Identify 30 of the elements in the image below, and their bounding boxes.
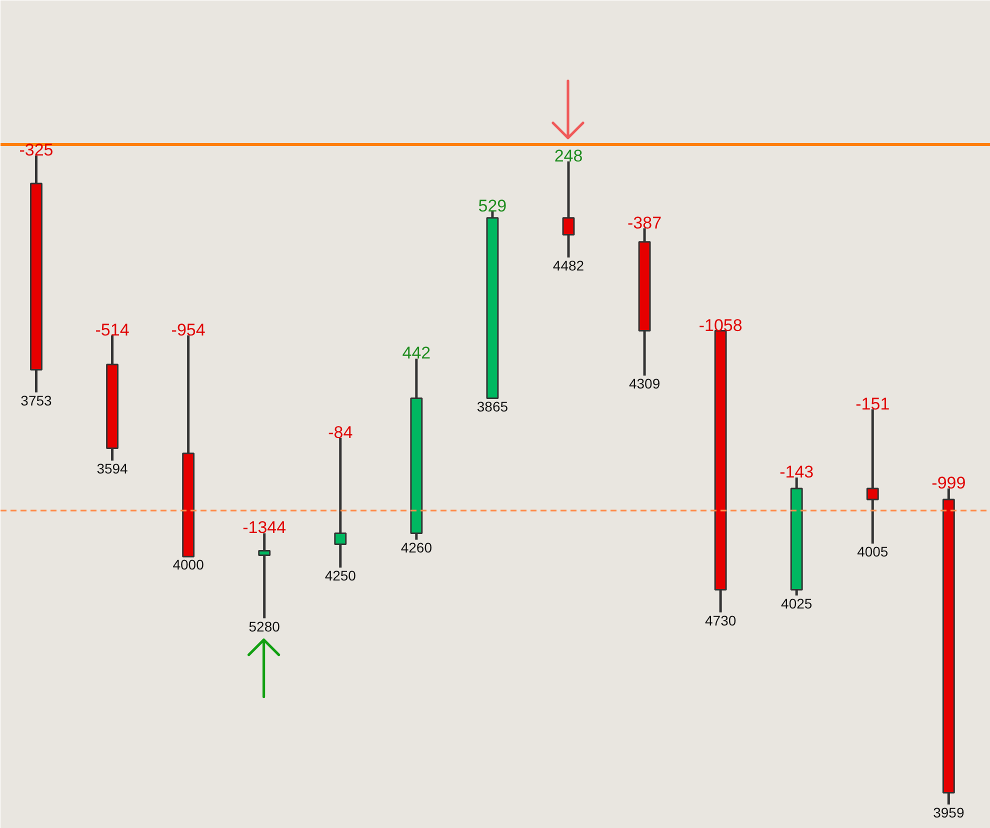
annotation: 4482 (552, 257, 584, 274)
annotation: -84 (328, 422, 353, 442)
candlestick (562, 160, 575, 259)
candlestick (334, 436, 347, 569)
annotation: 4005 (857, 544, 888, 560)
annotation: 4250 (324, 568, 356, 584)
annotation: 529 (478, 196, 507, 216)
annotation: 5280 (248, 618, 280, 634)
annotation: 4025 (781, 596, 812, 612)
annotation: -151 (856, 394, 890, 414)
annotation: 3753 (20, 392, 52, 408)
annotation: -325 (19, 140, 54, 160)
annotation: -999 (932, 473, 966, 492)
annotation: -954 (171, 320, 206, 340)
annotation: 3865 (476, 398, 508, 414)
annotation: 4730 (704, 612, 736, 628)
candlestick (866, 408, 879, 545)
annotation: 248 (554, 146, 583, 166)
annotation: 4000 (172, 556, 204, 573)
annotation: -1058 (698, 316, 742, 335)
annotation: 4260 (400, 540, 432, 556)
annotation: -514 (95, 320, 130, 340)
annotation: -143 (780, 462, 814, 482)
candlestick (258, 532, 271, 620)
annotation: -1344 (242, 518, 286, 538)
annotation: 3959 (933, 804, 964, 820)
annotation: 4309 (628, 376, 660, 392)
annotation: 442 (402, 344, 431, 363)
annotation: 3594 (96, 460, 128, 477)
annotation: -387 (628, 213, 662, 232)
